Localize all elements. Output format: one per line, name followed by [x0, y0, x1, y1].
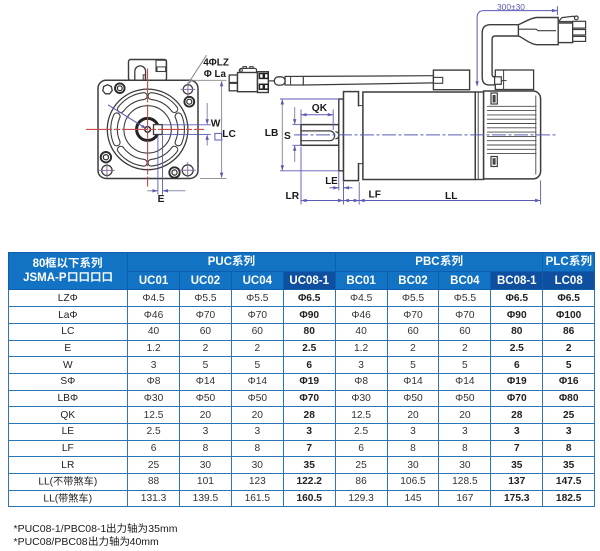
svg-text:LF: LF: [369, 190, 381, 201]
svg-text:W: W: [211, 118, 221, 129]
svg-text:300±30: 300±30: [497, 2, 525, 12]
svg-text:LB: LB: [265, 128, 279, 139]
svg-text:E: E: [158, 194, 165, 205]
svg-text:LE: LE: [325, 176, 338, 187]
svg-text:LR: LR: [286, 191, 300, 202]
svg-text:LC: LC: [222, 129, 236, 140]
svg-text:S: S: [284, 131, 291, 142]
svg-text:QK: QK: [312, 103, 328, 114]
svg-text:Φ La: Φ La: [204, 69, 227, 80]
svg-text:4ΦLZ: 4ΦLZ: [203, 57, 229, 68]
svg-text:LL: LL: [445, 191, 457, 202]
